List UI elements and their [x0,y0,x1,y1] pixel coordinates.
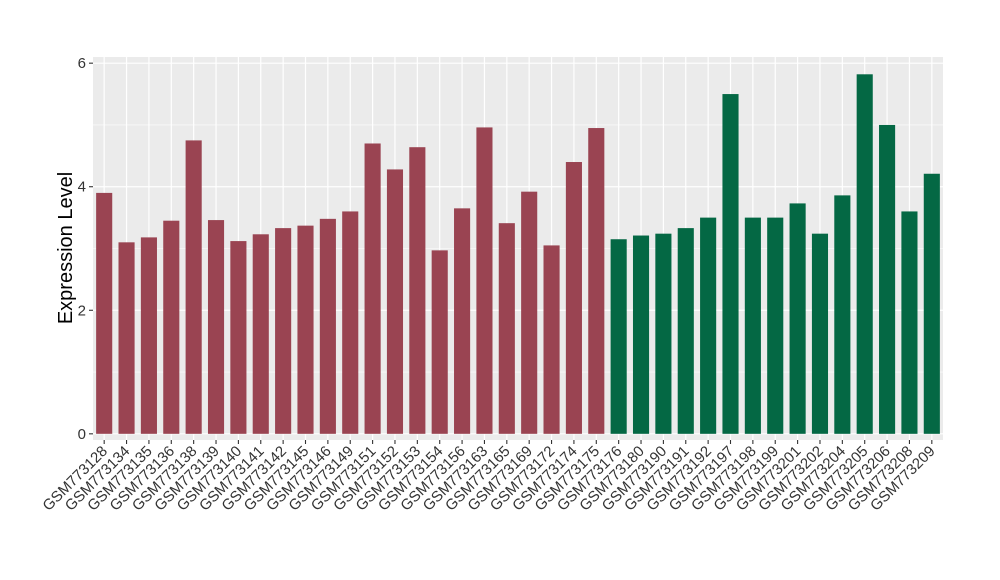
bar-GSM773180 [632,235,650,434]
bar-GSM773165 [498,223,515,434]
bar-GSM773169 [521,191,538,434]
bar-GSM773199 [767,217,784,434]
bar-GSM773202 [811,233,829,434]
bar-GSM773198 [744,217,761,434]
y-tick-label: 4 [78,179,86,196]
bar-GSM773136 [163,220,180,434]
y-axis: 0 2 4 6 [78,55,93,443]
bar-GSM773138 [185,140,202,434]
bar-GSM773197 [722,94,739,434]
y-tick-label: 2 [78,302,86,319]
y-tick-label: 0 [78,426,86,443]
bar-GSM773209 [923,173,940,434]
bar-GSM773191 [677,228,694,434]
bar-GSM773135 [140,237,157,434]
bars [96,74,940,434]
bar-GSM773153 [409,147,426,434]
bar-GSM773190 [655,233,672,434]
bar-GSM773134 [118,242,135,434]
y-tick-label: 6 [78,55,86,72]
bar-GSM773206 [879,124,896,434]
bar-GSM773205 [856,74,873,434]
bar-GSM773149 [342,211,359,434]
bar-GSM773156 [454,208,471,434]
bar-GSM773172 [543,245,560,434]
bar-GSM773151 [364,143,381,434]
bar-GSM773139 [207,220,225,434]
bar-GSM773152 [386,169,404,434]
bar-GSM773174 [565,162,582,434]
bar-GSM773201 [789,203,806,434]
bar-GSM773175 [588,128,605,434]
bar-GSM773128 [96,192,113,434]
bar-GSM773146 [319,218,336,434]
bar-GSM773192 [700,217,717,434]
bar-GSM773204 [834,195,851,434]
y-axis-title: Expression Level [55,172,77,324]
bar-GSM773208 [901,211,918,434]
bar-GSM773176 [610,239,627,434]
bar-GSM773145 [297,225,314,434]
x-axis: GSM773128GSM773134GSM773135GSM773136GSM7… [39,440,939,514]
bar-GSM773154 [431,250,448,434]
bar-GSM773140 [230,241,247,434]
bar-GSM773163 [476,127,493,434]
bar-GSM773141 [252,234,269,434]
bar-GSM773142 [275,228,292,434]
